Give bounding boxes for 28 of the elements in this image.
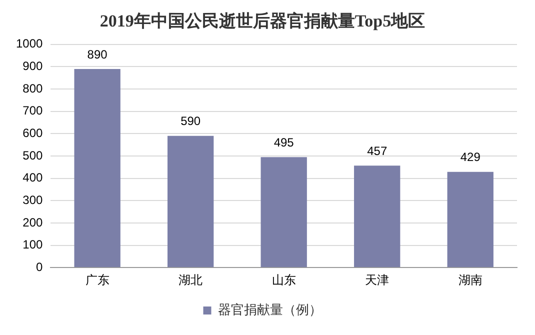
x-tick-label: 山东: [272, 273, 296, 288]
data-label: 590: [180, 114, 201, 128]
x-tick-label: 湖北: [178, 273, 203, 288]
y-tick-label: 500: [22, 148, 44, 162]
x-tick-label: 湖南: [458, 273, 482, 288]
y-tick-label: 1000: [16, 36, 44, 51]
x-tick-label: 天津: [365, 273, 390, 288]
bar: [168, 136, 214, 268]
data-label: 429: [460, 150, 481, 164]
y-tick-label: 400: [22, 170, 44, 185]
bar: [354, 166, 400, 268]
x-tick-label: 广东: [85, 273, 110, 288]
data-label: 495: [274, 135, 294, 150]
y-tick-label: 800: [22, 81, 44, 96]
y-tick-label: 300: [22, 192, 44, 207]
bar: [260, 157, 307, 268]
y-tick-label: 0: [36, 260, 44, 274]
data-label: 890: [87, 47, 108, 62]
y-tick-label: 100: [22, 238, 44, 252]
y-tick-label: 700: [22, 104, 44, 118]
y-tick-label: 200: [22, 215, 44, 230]
bar: [74, 68, 120, 268]
chart-title: 2019年中国公民逝世后器官捐献量Top5地区: [100, 12, 426, 31]
legend-label: 器官捐献量（例）: [218, 302, 322, 318]
data-label: 457: [367, 144, 388, 158]
y-tick-label: 600: [22, 126, 44, 140]
bar: [447, 172, 494, 268]
y-tick-label: 900: [22, 59, 44, 74]
